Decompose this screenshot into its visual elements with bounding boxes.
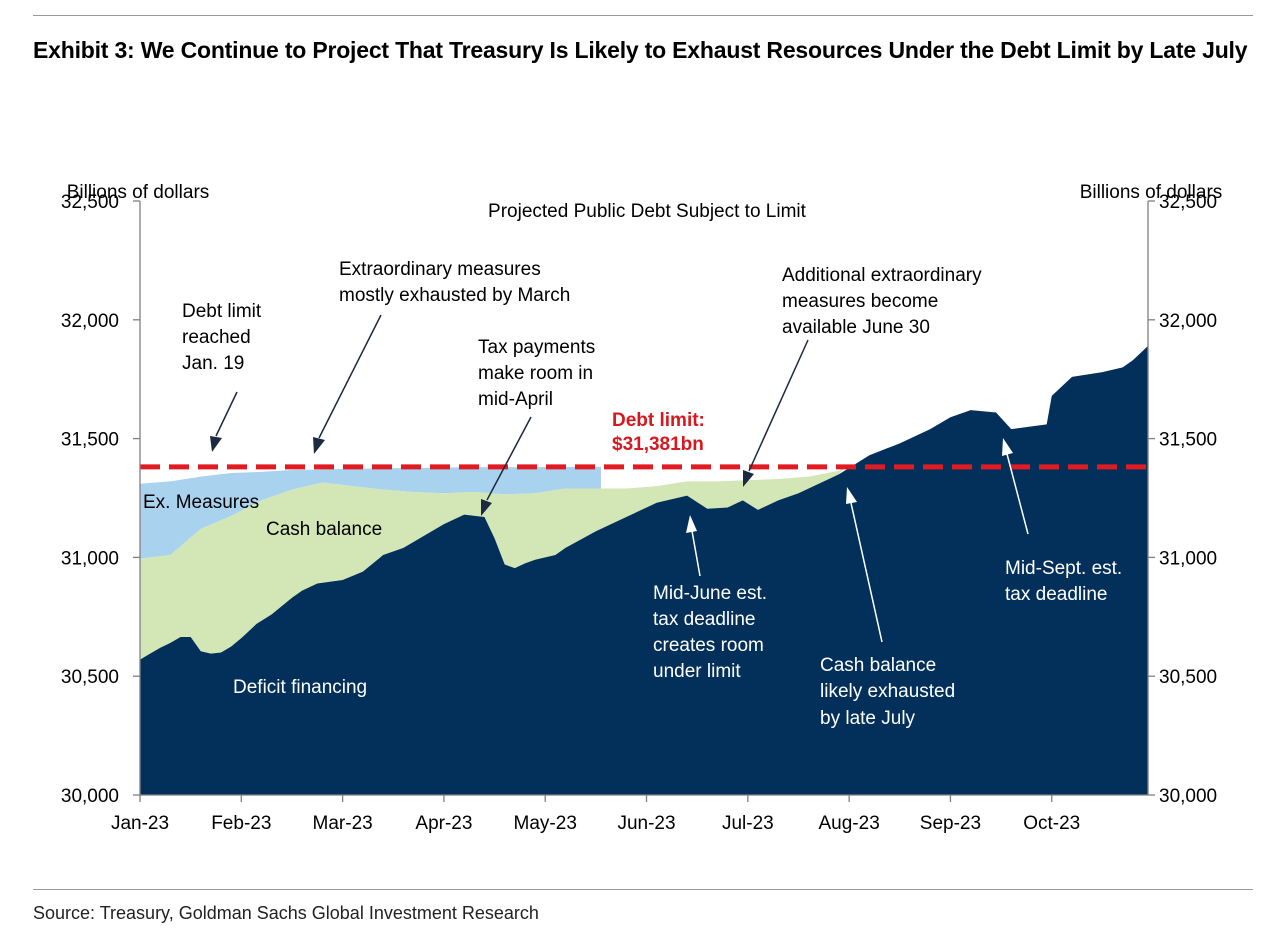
annotation-arrow-line [486, 416, 532, 501]
annotation-debt-limit-reached: Debt limit reached Jan. 19 [182, 301, 262, 452]
y-tick-label-right: 31,500 [1159, 430, 1217, 451]
x-tick-label: Jul-23 [722, 813, 774, 834]
annotation-arrowhead [1002, 438, 1013, 456]
annotation-arrow-line [318, 314, 382, 439]
y-tick-label-right: 32,000 [1159, 311, 1217, 332]
area-label-ex-measures: Ex. Measures [143, 492, 259, 513]
left-axis-unit-label: Billions of dollars [67, 182, 210, 203]
annotation-arrowhead [210, 436, 222, 452]
annotation-arrow-line [215, 391, 238, 437]
chart-title: Projected Public Debt Subject to Limit [488, 201, 807, 222]
annotation-text: Cash balance [820, 655, 936, 676]
x-tick-label: Feb-23 [211, 813, 271, 834]
right-axis-unit-label: Billions of dollars [1080, 182, 1223, 203]
annotation-text: mostly exhausted by March [339, 285, 570, 306]
x-tick-label: Jan-23 [111, 813, 169, 834]
x-tick-label: Aug-23 [819, 813, 880, 834]
debt-limit-label-value: $31,381bn [612, 434, 704, 455]
x-tick-label: Jun-23 [617, 813, 675, 834]
y-tick-label-left: 32,500 [61, 192, 119, 213]
annotation-text: likely exhausted [820, 681, 955, 702]
deficit-financing-area [140, 345, 1148, 795]
source-note: Source: Treasury, Goldman Sachs Global I… [33, 903, 539, 923]
annotation-text: measures become [782, 291, 938, 312]
annotation-mid-sept-tax: Mid-Sept. est. tax deadline [1002, 438, 1122, 605]
annotation-text: tax deadline [653, 609, 755, 630]
annotation-text: mid-April [478, 389, 553, 410]
y-tick-label-right: 31,000 [1159, 548, 1217, 569]
bottom-rule [33, 889, 1253, 890]
annotation-arrow-line [850, 502, 883, 643]
annotation-arrowhead [846, 487, 857, 504]
annotation-text: tax deadline [1005, 584, 1107, 605]
annotation-text: Additional extraordinary [782, 265, 982, 286]
chart-areas [140, 345, 1148, 795]
top-rule [33, 15, 1253, 16]
x-tick-label: Apr-23 [415, 813, 472, 834]
x-tick-label: Sep-23 [920, 813, 981, 834]
annotation-arrow-line [1006, 453, 1029, 535]
annotation-mid-june-tax: Mid-June est. tax deadline creates room … [653, 515, 767, 682]
annotation-additional-measures: Additional extraordinary measures become… [743, 265, 982, 487]
area-label-cash-balance: Cash balance [266, 519, 382, 540]
y-tick-label-left: 30,500 [61, 667, 119, 688]
annotation-text: available June 30 [782, 317, 930, 338]
y-tick-label-left: 31,000 [61, 548, 119, 569]
y-tick-label-right: 32,500 [1159, 192, 1217, 213]
annotation-text: Extraordinary measures [339, 259, 541, 280]
exhibit-title: Exhibit 3: We Continue to Project That T… [33, 37, 1248, 63]
annotation-text: by late July [820, 708, 916, 729]
annotation-arrow-line [691, 530, 701, 577]
annotation-arrowhead [743, 470, 754, 487]
x-tick-label: Mar-23 [313, 813, 373, 834]
y-tick-label-left: 30,000 [61, 786, 119, 807]
annotation-tax-payments-april: Tax payments make room in mid-April [478, 337, 595, 516]
annotation-text: Mid-June est. [653, 583, 767, 604]
annotation-text: Debt limit [182, 301, 262, 322]
annotation-text: Mid-Sept. est. [1005, 558, 1122, 579]
annotation-text: Jan. 19 [182, 353, 244, 374]
annotation-arrowhead [686, 515, 697, 533]
annotation-arrow-line [748, 339, 809, 472]
chart-axes: 30,000 30,000 30,500 30,500 31,000 31,000 31,5… [61, 192, 1217, 834]
annotation-cash-exhausted: Cash balance likely exhausted by late Ju… [820, 487, 955, 729]
annotation-text: Tax payments [478, 337, 595, 358]
area-label-deficit-financing: Deficit financing [233, 677, 367, 698]
x-tick-label: May-23 [514, 813, 577, 834]
annotation-extraordinary-exhausted: Extraordinary measures mostly exhausted … [313, 259, 570, 454]
debt-limit-label-line1: Debt limit: [612, 410, 705, 431]
y-tick-label-left: 31,500 [61, 430, 119, 451]
y-tick-label-right: 30,500 [1159, 667, 1217, 688]
annotation-text: under limit [653, 661, 741, 682]
cash-balance-area [140, 466, 846, 660]
x-tick-label: Oct-23 [1023, 813, 1080, 834]
annotation-arrowhead [481, 499, 492, 516]
annotation-text: make room in [478, 363, 593, 384]
y-tick-label-right: 30,000 [1159, 786, 1217, 807]
annotation-arrowhead [313, 437, 325, 454]
annotation-text: creates room [653, 635, 764, 656]
ex-measures-area [140, 466, 601, 559]
annotation-text: reached [182, 327, 251, 348]
y-tick-label-left: 32,000 [61, 311, 119, 332]
